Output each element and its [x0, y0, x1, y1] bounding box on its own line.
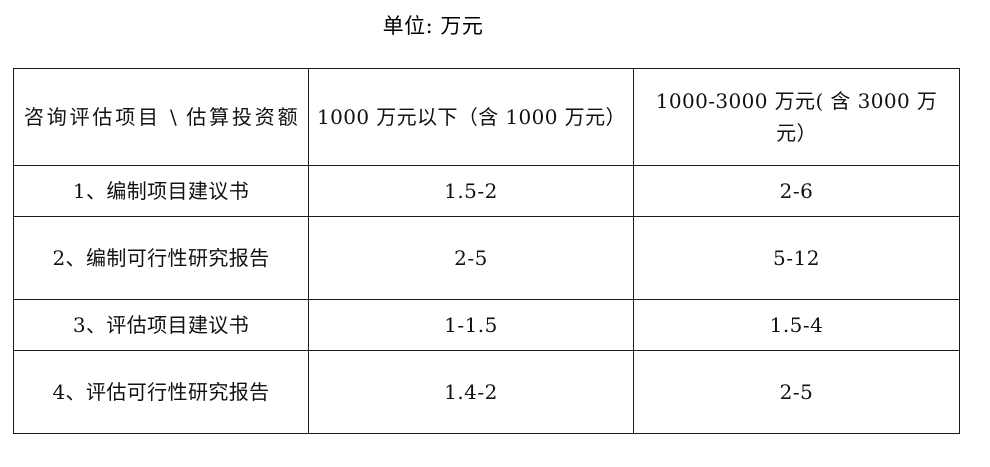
table-row: 4、评估可行性研究报告 1.4-2 2-5	[13, 350, 960, 434]
row-item-cell: 3、评估项目建议书	[13, 299, 309, 351]
column-header-under-1000-label: 1000 万元以下（含 1000 万元）	[317, 105, 626, 129]
table-header-row: 咨询评估项目 \ 估算投资额 1000 万元以下（含 1000 万元） 1000…	[13, 68, 960, 166]
row-item-cell: 4、评估可行性研究报告	[13, 350, 309, 434]
row-item-cell: 2、编制可行性研究报告	[13, 216, 309, 300]
column-header-under-1000: 1000 万元以下（含 1000 万元）	[308, 68, 634, 166]
column-header-item: 咨询评估项目 \ 估算投资额	[13, 68, 309, 166]
row-item-label: 1、编制项目建议书	[72, 179, 250, 203]
row-value-under-1000: 1-1.5	[308, 299, 634, 351]
table-row: 1、编制项目建议书 1.5-2 2-6	[13, 165, 960, 217]
row-value-1000-3000: 2-5	[633, 350, 960, 434]
unit-caption: 单位: 万元	[382, 14, 484, 38]
column-header-1000-3000: 1000-3000 万元( 含 3000 万元）	[633, 68, 960, 166]
row-value-under-1000: 2-5	[308, 216, 634, 300]
table-row: 3、评估项目建议书 1-1.5 1.5-4	[13, 299, 960, 351]
row-item-cell: 1、编制项目建议书	[13, 165, 309, 217]
row-value-under-1000: 1.5-2	[308, 165, 634, 217]
row-item-label: 4、评估可行性研究报告	[52, 380, 270, 404]
consulting-fee-table: 咨询评估项目 \ 估算投资额 1000 万元以下（含 1000 万元） 1000…	[13, 68, 960, 434]
row-value-under-1000: 1.4-2	[308, 350, 634, 434]
column-header-item-label: 咨询评估项目 \ 估算投资额	[24, 105, 298, 129]
column-header-1000-3000-label: 1000-3000 万元( 含 3000 万元）	[655, 89, 938, 145]
row-value-1000-3000: 5-12	[633, 216, 960, 300]
row-value-1000-3000: 2-6	[633, 165, 960, 217]
table-row: 2、编制可行性研究报告 2-5 5-12	[13, 216, 960, 300]
row-value-1000-3000: 1.5-4	[633, 299, 960, 351]
row-item-label: 2、编制可行性研究报告	[52, 246, 270, 270]
row-item-label: 3、评估项目建议书	[72, 313, 250, 337]
